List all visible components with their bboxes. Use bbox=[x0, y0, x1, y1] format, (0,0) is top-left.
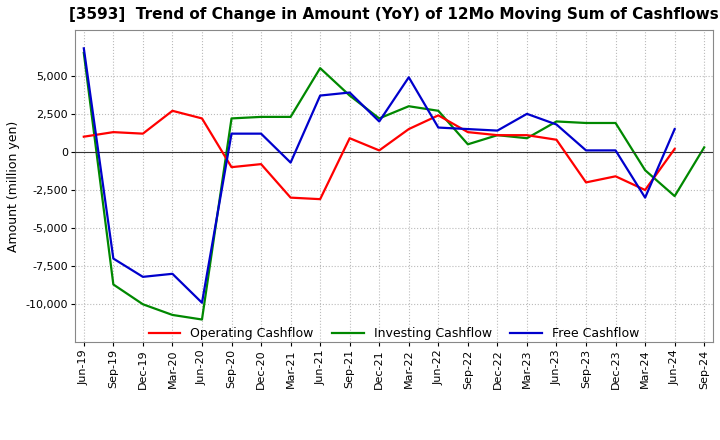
Investing Cashflow bbox=[257, 114, 266, 120]
Title: [3593]  Trend of Change in Amount (YoY) of 12Mo Moving Sum of Cashflows: [3593] Trend of Change in Amount (YoY) o… bbox=[69, 7, 719, 22]
Free Cashflow bbox=[198, 300, 207, 305]
Operating Cashflow bbox=[257, 161, 266, 167]
Operating Cashflow bbox=[670, 146, 679, 151]
Free Cashflow bbox=[464, 126, 472, 132]
Operating Cashflow bbox=[228, 165, 236, 170]
Y-axis label: Amount (million yen): Amount (million yen) bbox=[7, 121, 20, 252]
Investing Cashflow bbox=[464, 142, 472, 147]
Free Cashflow bbox=[375, 119, 384, 124]
Operating Cashflow bbox=[375, 148, 384, 153]
Free Cashflow bbox=[670, 126, 679, 132]
Operating Cashflow bbox=[493, 132, 502, 138]
Operating Cashflow bbox=[109, 129, 117, 135]
Operating Cashflow bbox=[464, 129, 472, 135]
Investing Cashflow bbox=[79, 50, 88, 55]
Investing Cashflow bbox=[198, 317, 207, 322]
Free Cashflow bbox=[552, 122, 561, 127]
Investing Cashflow bbox=[405, 103, 413, 109]
Free Cashflow bbox=[79, 46, 88, 51]
Free Cashflow bbox=[138, 274, 147, 279]
Free Cashflow bbox=[168, 271, 176, 276]
Investing Cashflow bbox=[287, 114, 295, 120]
Investing Cashflow bbox=[670, 194, 679, 199]
Investing Cashflow bbox=[316, 66, 325, 71]
Free Cashflow bbox=[109, 256, 117, 261]
Operating Cashflow bbox=[316, 197, 325, 202]
Operating Cashflow bbox=[434, 113, 443, 118]
Investing Cashflow bbox=[641, 168, 649, 173]
Investing Cashflow bbox=[375, 116, 384, 121]
Operating Cashflow bbox=[198, 116, 207, 121]
Investing Cashflow bbox=[552, 119, 561, 124]
Investing Cashflow bbox=[109, 282, 117, 287]
Operating Cashflow bbox=[168, 108, 176, 114]
Free Cashflow bbox=[434, 125, 443, 130]
Operating Cashflow bbox=[641, 187, 649, 193]
Legend: Operating Cashflow, Investing Cashflow, Free Cashflow: Operating Cashflow, Investing Cashflow, … bbox=[144, 323, 644, 345]
Operating Cashflow bbox=[346, 136, 354, 141]
Investing Cashflow bbox=[168, 312, 176, 318]
Investing Cashflow bbox=[434, 108, 443, 114]
Operating Cashflow bbox=[611, 174, 620, 179]
Free Cashflow bbox=[316, 93, 325, 98]
Free Cashflow bbox=[641, 195, 649, 200]
Line: Operating Cashflow: Operating Cashflow bbox=[84, 111, 675, 199]
Free Cashflow bbox=[346, 90, 354, 95]
Investing Cashflow bbox=[700, 145, 708, 150]
Investing Cashflow bbox=[228, 116, 236, 121]
Operating Cashflow bbox=[79, 134, 88, 139]
Free Cashflow bbox=[405, 75, 413, 80]
Investing Cashflow bbox=[611, 121, 620, 126]
Operating Cashflow bbox=[523, 132, 531, 138]
Investing Cashflow bbox=[346, 93, 354, 98]
Investing Cashflow bbox=[582, 121, 590, 126]
Operating Cashflow bbox=[552, 137, 561, 143]
Investing Cashflow bbox=[523, 136, 531, 141]
Free Cashflow bbox=[582, 148, 590, 153]
Line: Free Cashflow: Free Cashflow bbox=[84, 48, 675, 303]
Operating Cashflow bbox=[138, 131, 147, 136]
Free Cashflow bbox=[287, 160, 295, 165]
Free Cashflow bbox=[523, 111, 531, 117]
Investing Cashflow bbox=[493, 132, 502, 138]
Free Cashflow bbox=[257, 131, 266, 136]
Operating Cashflow bbox=[582, 180, 590, 185]
Free Cashflow bbox=[611, 148, 620, 153]
Operating Cashflow bbox=[287, 195, 295, 200]
Free Cashflow bbox=[493, 128, 502, 133]
Line: Investing Cashflow: Investing Cashflow bbox=[84, 53, 704, 319]
Investing Cashflow bbox=[138, 302, 147, 307]
Free Cashflow bbox=[228, 131, 236, 136]
Operating Cashflow bbox=[405, 126, 413, 132]
